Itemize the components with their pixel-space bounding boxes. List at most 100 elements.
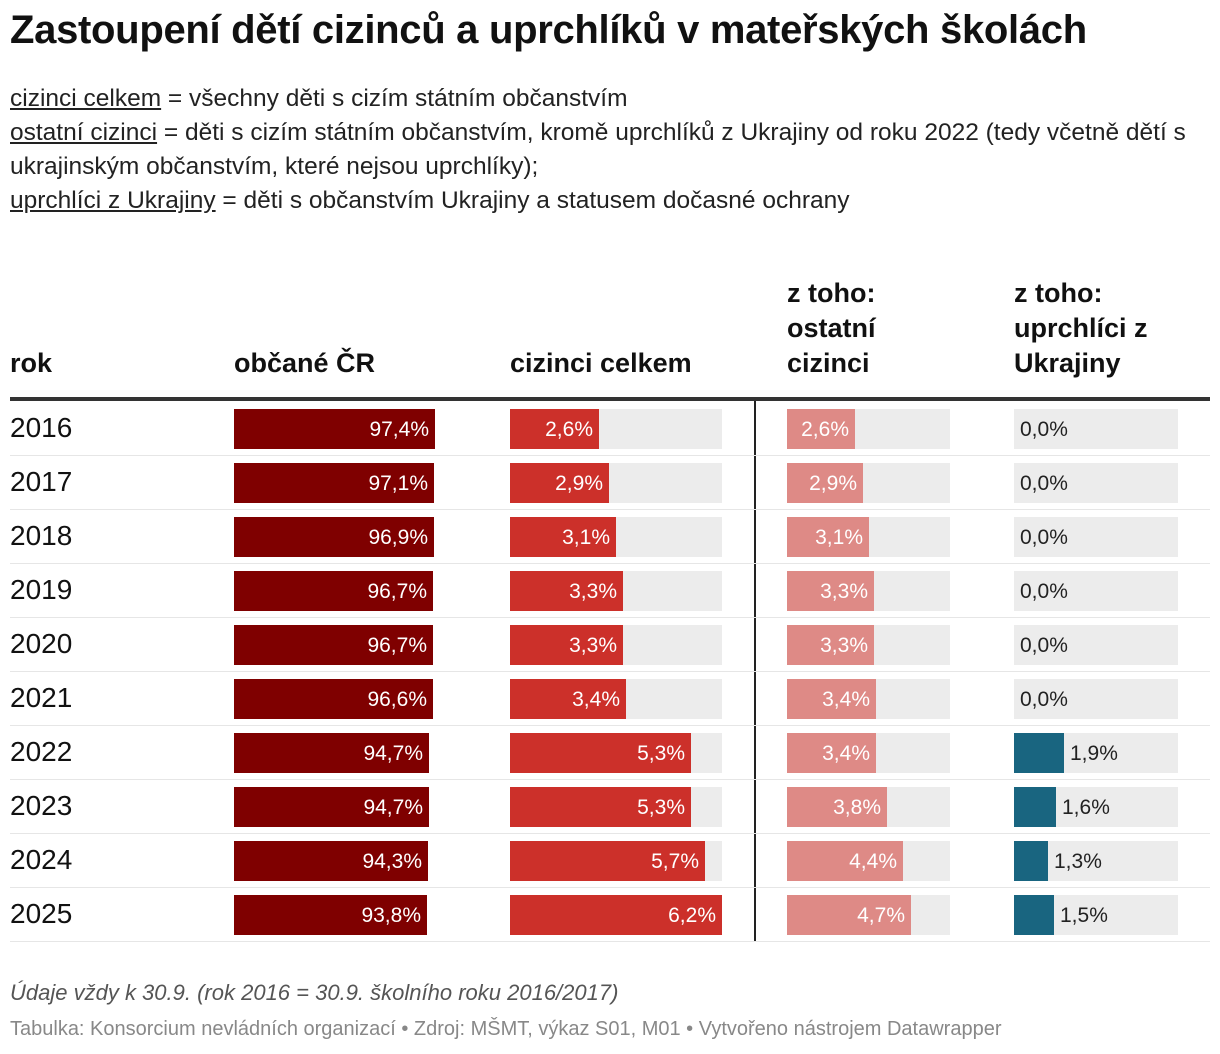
foreigners-total-value-label: 3,3% — [569, 580, 617, 603]
foreigners-total-value-label: 5,7% — [651, 850, 699, 873]
other-foreigners-value-label: 3,1% — [815, 526, 863, 549]
year-cell: 2021 — [10, 682, 73, 713]
foreigners-total-cell: 3,4% — [510, 679, 722, 719]
other-foreigners-bar — [787, 625, 874, 665]
refugees-bar — [1014, 787, 1056, 827]
refugees-cell: 0,0% — [1014, 571, 1178, 611]
citizens-bar — [234, 679, 433, 719]
definition-term: cizinci celkem — [10, 85, 162, 112]
foreigners-total-cell: 3,3% — [510, 625, 722, 665]
other-foreigners-bar — [787, 517, 869, 557]
citizens-value-label: 97,4% — [369, 418, 429, 441]
foreigners-total-bar — [510, 841, 705, 881]
citizens-cell: 96,9% — [234, 517, 440, 557]
refugees-value-label: 0,0% — [1020, 634, 1068, 657]
other-foreigners-cell: 3,8% — [787, 787, 950, 827]
refugees-cell: 1,5% — [1014, 895, 1178, 935]
citizens-value-label: 94,7% — [363, 742, 423, 765]
foreigners-total-cell: 3,1% — [510, 517, 722, 557]
refugees-cell: 0,0% — [1014, 679, 1178, 719]
year-cell: 2020 — [10, 628, 73, 659]
other-foreigners-value-label: 4,7% — [857, 904, 905, 927]
citizens-bar — [234, 463, 434, 503]
refugees-value-label: 1,9% — [1070, 742, 1118, 765]
other-foreigners-bar — [787, 841, 903, 881]
other-foreigners-cell: 2,6% — [787, 409, 950, 449]
citizens-value-label: 94,3% — [362, 850, 422, 873]
table-row: 2019 96,7% 3,3% 3,3% 0,0% — [10, 563, 1210, 618]
source-line: Tabulka: Konsorcium nevládních organizac… — [10, 1018, 1002, 1040]
other-foreigners-bar — [787, 733, 876, 773]
foreigners-total-cell: 2,9% — [510, 463, 722, 503]
refugees-cell: 0,0% — [1014, 625, 1178, 665]
other-foreigners-bar — [787, 409, 855, 449]
refugees-value-label: 1,6% — [1062, 796, 1110, 819]
citizens-bar — [234, 571, 433, 611]
header-rule — [10, 397, 1210, 401]
table-row: 2024 94,3% 5,7% 4,4% 1,3% — [10, 833, 1210, 888]
definition-foreigners-total: cizinci celkem = všechny děti s cizím st… — [10, 82, 1205, 116]
year-cell: 2016 — [10, 412, 73, 443]
definition-text: = všechny děti s cizím státním občanství… — [161, 85, 628, 112]
foreigners-total-value-label: 2,9% — [555, 472, 603, 495]
citizens-cell: 97,1% — [234, 463, 440, 503]
refugees-cell: 1,3% — [1014, 841, 1178, 881]
definitions: cizinci celkem = všechny děti s cizím st… — [10, 82, 1205, 218]
other-foreigners-value-label: 3,4% — [822, 742, 870, 765]
other-foreigners-cell: 3,4% — [787, 679, 950, 719]
other-foreigners-value-label: 3,3% — [820, 634, 868, 657]
citizens-cell: 97,4% — [234, 409, 440, 449]
foreigners-total-bar — [510, 571, 623, 611]
citizens-value-label: 96,7% — [367, 634, 427, 657]
citizens-cell: 96,6% — [234, 679, 440, 719]
citizens-bar — [234, 409, 435, 449]
refugees-value-label: 0,0% — [1020, 472, 1068, 495]
year-cell: 2018 — [10, 520, 73, 551]
table-row: 2020 96,7% 3,3% 3,3% 0,0% — [10, 617, 1210, 672]
citizens-cell: 96,7% — [234, 571, 440, 611]
table-row: 2025 93,8% 6,2% 4,7% 1,5% — [10, 887, 1210, 942]
other-foreigners-value-label: 3,8% — [833, 796, 881, 819]
year-cell: 2017 — [10, 466, 73, 497]
year-cell: 2025 — [10, 898, 73, 929]
foreigners-total-bar — [510, 409, 599, 449]
refugees-cell: 0,0% — [1014, 517, 1178, 557]
foreigners-total-value-label: 5,3% — [637, 742, 685, 765]
table-row: 2023 94,7% 5,3% 3,8% 1,6% — [10, 779, 1210, 834]
other-foreigners-value-label: 3,3% — [820, 580, 868, 603]
definition-refugees: uprchlíci z Ukrajiny = děti s občanstvím… — [10, 184, 1205, 218]
refugees-value-label: 0,0% — [1020, 526, 1068, 549]
other-foreigners-value-label: 2,9% — [809, 472, 857, 495]
foreigners-total-value-label: 5,3% — [637, 796, 685, 819]
other-foreigners-bar — [787, 679, 876, 719]
definition-text: = děti s občanstvím Ukrajiny a statusem … — [215, 187, 850, 214]
definition-term: ostatní cizinci — [10, 119, 158, 146]
table-row: 2022 94,7% 5,3% 3,4% 1,9% — [10, 725, 1210, 780]
foreigners-total-bar — [510, 895, 722, 935]
foreigners-total-value-label: 6,2% — [668, 904, 716, 927]
other-foreigners-cell: 4,7% — [787, 895, 950, 935]
other-foreigners-cell: 3,1% — [787, 517, 950, 557]
citizens-cell: 94,7% — [234, 733, 440, 773]
citizens-value-label: 93,8% — [361, 904, 421, 927]
other-foreigners-cell: 4,4% — [787, 841, 950, 881]
foreigners-total-cell: 6,2% — [510, 895, 722, 935]
citizens-bar — [234, 841, 428, 881]
citizens-cell: 93,8% — [234, 895, 440, 935]
refugees-cell: 1,6% — [1014, 787, 1178, 827]
citizens-bar — [234, 733, 429, 773]
definition-term: uprchlíci z Ukrajiny — [10, 187, 216, 214]
column-header-other-foreigners: z toho: ostatní cizinci — [787, 278, 876, 378]
other-foreigners-value-label: 4,4% — [849, 850, 897, 873]
refugees-bar — [1014, 733, 1064, 773]
citizens-value-label: 96,9% — [368, 526, 428, 549]
citizens-cell: 96,7% — [234, 625, 440, 665]
year-cell: 2023 — [10, 790, 73, 821]
column-header-foreigners-total: cizinci celkem — [510, 348, 692, 378]
other-foreigners-cell: 2,9% — [787, 463, 950, 503]
refugees-value-label: 0,0% — [1020, 418, 1068, 441]
citizens-cell: 94,7% — [234, 787, 440, 827]
foreigners-total-bar — [510, 517, 616, 557]
citizens-bar — [234, 895, 427, 935]
foreigners-total-value-label: 3,1% — [562, 526, 610, 549]
